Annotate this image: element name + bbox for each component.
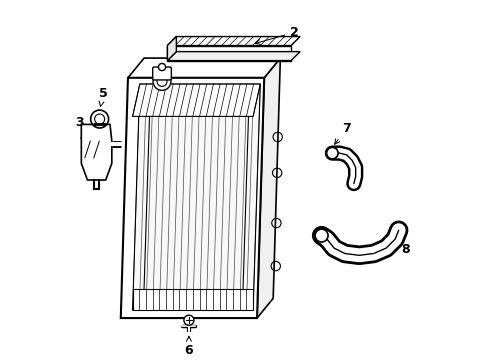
Text: 5: 5 xyxy=(99,87,107,107)
Polygon shape xyxy=(128,58,280,78)
Polygon shape xyxy=(167,51,300,60)
Text: 2: 2 xyxy=(255,26,299,44)
Text: 3: 3 xyxy=(75,116,85,142)
Polygon shape xyxy=(167,45,290,60)
Circle shape xyxy=(153,72,171,90)
Polygon shape xyxy=(257,58,280,318)
Polygon shape xyxy=(167,37,300,45)
FancyBboxPatch shape xyxy=(152,67,171,80)
Circle shape xyxy=(326,147,337,159)
Circle shape xyxy=(158,63,165,71)
Text: 1: 1 xyxy=(164,290,177,315)
Text: 6: 6 xyxy=(184,336,193,357)
Polygon shape xyxy=(121,78,264,318)
Text: 8: 8 xyxy=(399,234,409,256)
Text: 4: 4 xyxy=(138,77,158,90)
Polygon shape xyxy=(132,84,260,116)
Polygon shape xyxy=(81,125,112,180)
Circle shape xyxy=(314,229,327,242)
Polygon shape xyxy=(167,37,176,60)
Polygon shape xyxy=(132,84,260,310)
Text: 7: 7 xyxy=(334,122,350,144)
Polygon shape xyxy=(132,289,253,310)
Circle shape xyxy=(183,315,194,325)
